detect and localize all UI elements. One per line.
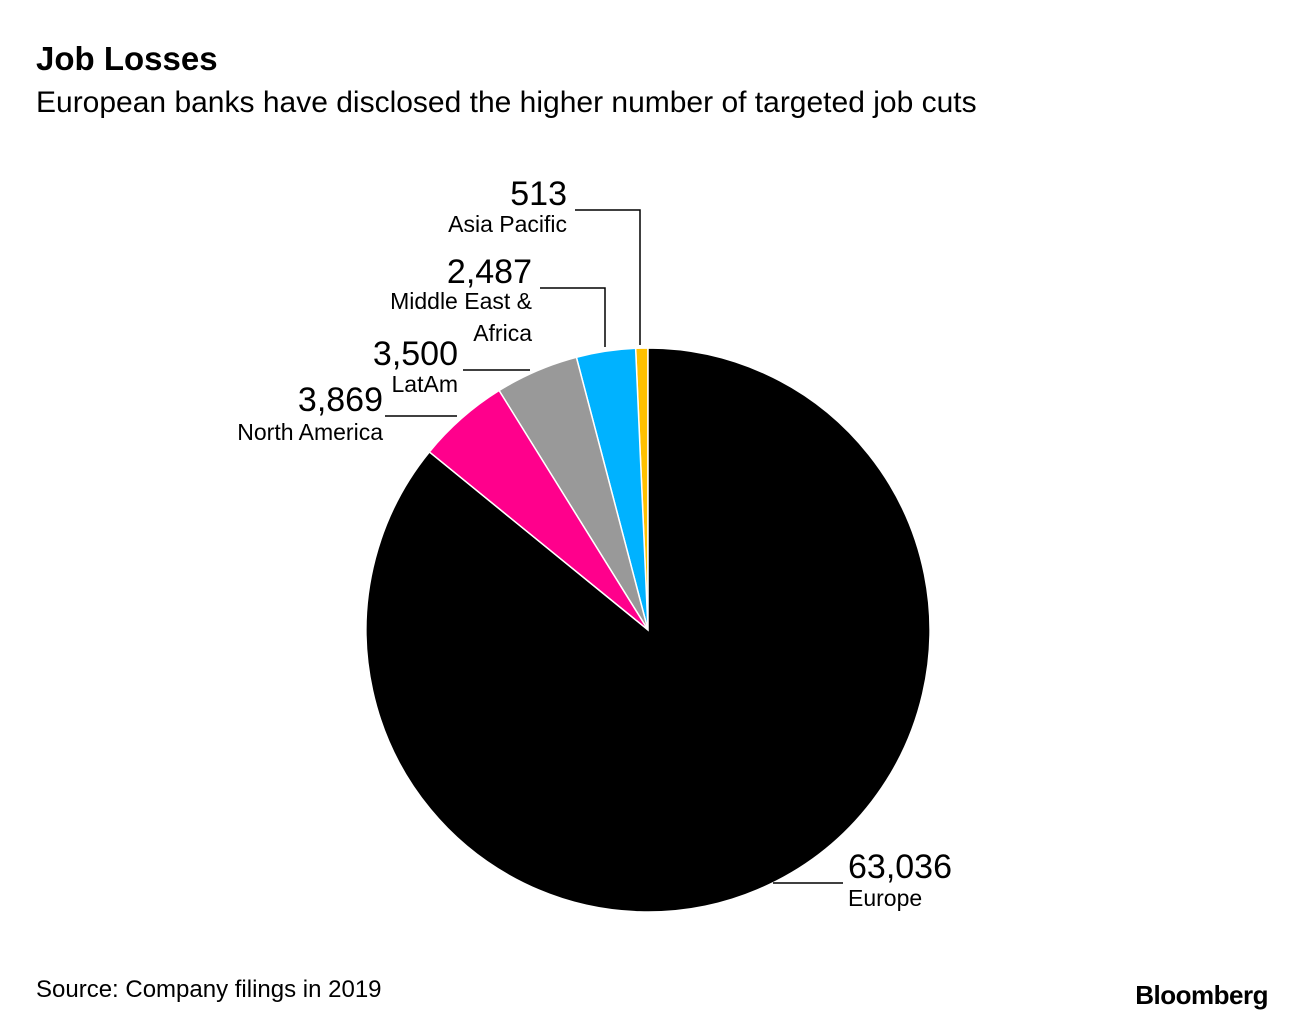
pie-slice-europe: [365, 347, 931, 913]
leader-line-middle-east-africa: [540, 287, 606, 347]
leader-line-asia-pacific: [575, 209, 641, 345]
chart-title: Job Losses: [36, 40, 218, 77]
value-label-middle-east-africa: 2,487: [447, 253, 532, 291]
source-note: Source: Company filings in 2019: [36, 976, 382, 1003]
chart-subtitle: European banks have disclosed the higher…: [36, 86, 977, 119]
value-label-europe: 63,036: [848, 848, 952, 886]
category-label-europe: Europe: [848, 885, 922, 911]
category-label-middle-east-africa-line2: Africa: [473, 320, 532, 346]
bloomberg-logo: Bloomberg: [1135, 980, 1268, 1010]
category-label-middle-east-africa-line1: Middle East &: [390, 288, 532, 314]
value-label-asia-pacific: 513: [510, 175, 567, 213]
value-label-north-america: 3,869: [298, 381, 383, 419]
value-label-latam: 3,500: [373, 335, 458, 373]
category-label-latam: LatAm: [392, 371, 458, 397]
category-label-asia-pacific: Asia Pacific: [448, 211, 567, 237]
category-label-north-america: North America: [237, 419, 383, 445]
